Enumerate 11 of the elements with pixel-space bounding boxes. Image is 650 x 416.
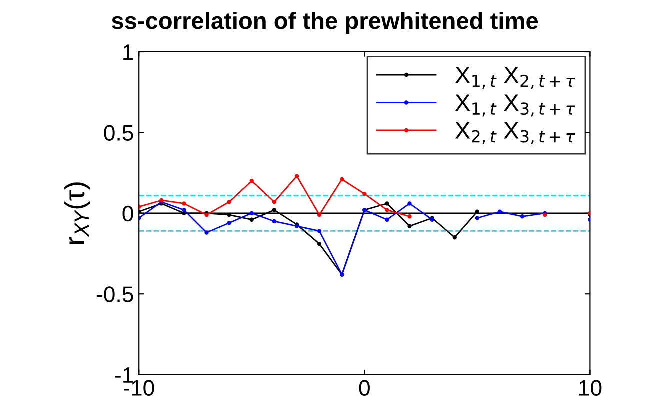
y-tick-label: 0 xyxy=(122,206,134,222)
x-tick-label: 10 xyxy=(580,380,602,396)
y-tick-label: 1 xyxy=(124,44,134,60)
chart-title: ss-correlation of the prewhitened time xyxy=(112,12,538,34)
legend-label: X$_{1,t}$ X$_{2,t+τ}$ xyxy=(455,66,576,90)
legend-label: X$_{2,t}$ X$_{3,t+τ}$ xyxy=(455,122,576,144)
x-tick-label: 0 xyxy=(359,380,370,396)
y-tick-label: 0.5 xyxy=(104,125,134,141)
y-tick-label: -0.5 xyxy=(96,286,134,302)
legend-label: X$_{1,t}$ X$_{3,t+τ}$ xyxy=(455,94,576,117)
y-axis-title: r$_{XY}$(τ) xyxy=(64,182,90,244)
